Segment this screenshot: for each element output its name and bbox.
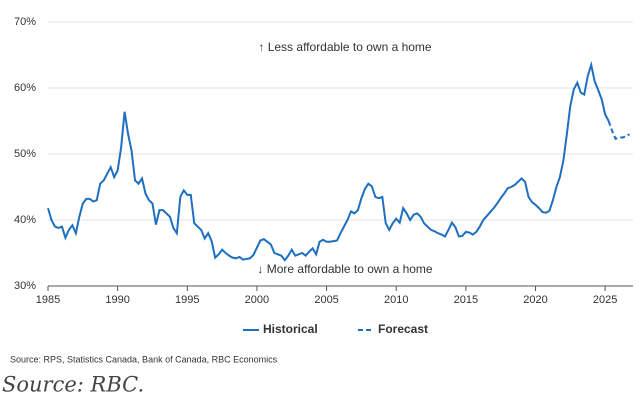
line-series — [47, 60, 610, 262]
y-tick-label: 60% — [14, 82, 36, 94]
x-tick-label: 2025 — [593, 294, 617, 306]
x-tick-label: 1995 — [175, 294, 199, 306]
y-tick-label: 40% — [14, 214, 36, 226]
annotation: ↓ More affordable to own a home — [257, 262, 433, 276]
x-tick-label: 2020 — [523, 294, 547, 306]
legend-label: Historical — [263, 322, 318, 336]
x-tick-label: 2010 — [384, 294, 408, 306]
x-tick-label: 2000 — [245, 294, 269, 306]
credit: Source: RBC. — [2, 373, 144, 397]
x-tick-label: 1990 — [105, 294, 129, 306]
y-tick-label: 50% — [14, 148, 36, 160]
x-tick-label: 1985 — [36, 294, 60, 306]
y-tick-label: 30% — [14, 280, 36, 292]
line-series — [607, 120, 631, 141]
x-tick-label: 2015 — [454, 294, 478, 306]
annotation: ↑ Less affordable to own a home — [258, 40, 432, 54]
y-tick-label: 70% — [14, 16, 36, 28]
x-tick-label: 2005 — [314, 294, 338, 306]
source-note: Source: RPS, Statistics Canada, Bank of … — [10, 354, 278, 364]
legend-label: Forecast — [378, 322, 428, 336]
